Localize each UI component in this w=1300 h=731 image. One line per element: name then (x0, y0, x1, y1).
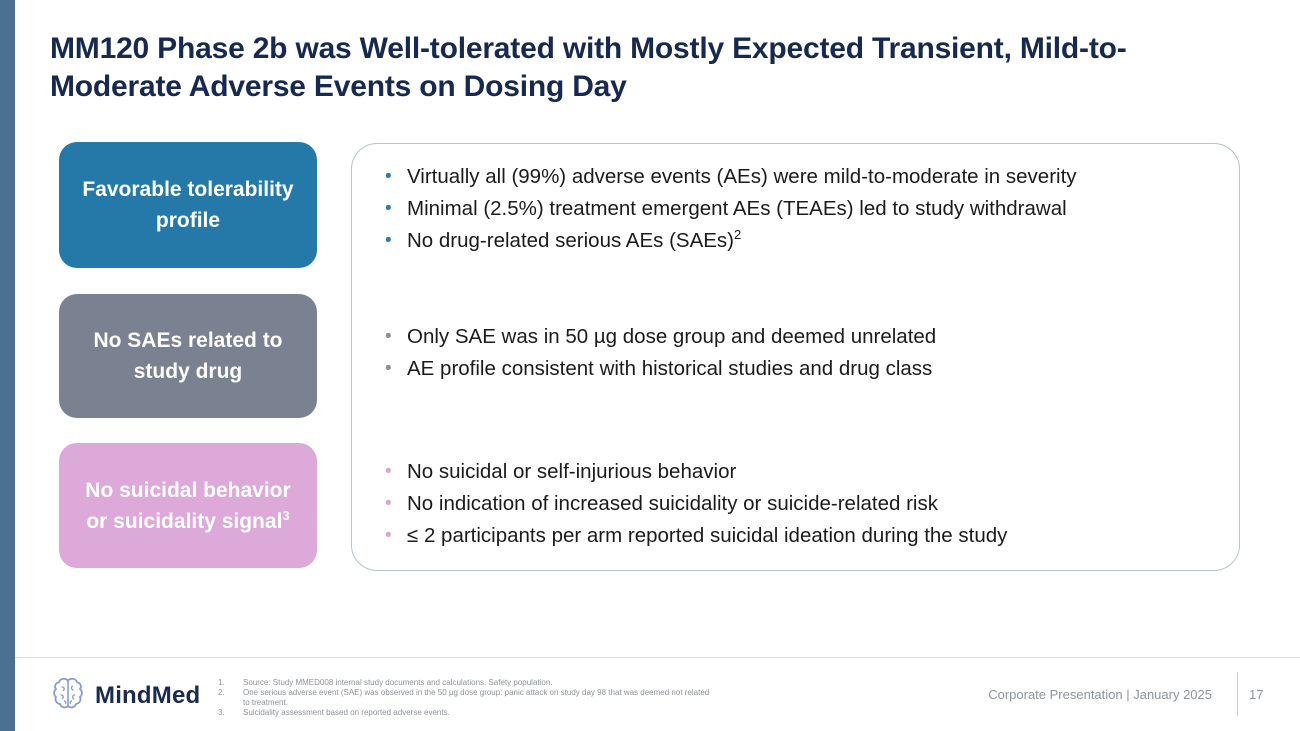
page-number-divider (1237, 672, 1238, 716)
bullet-item: AE profile consistent with historical st… (384, 353, 1215, 385)
bullet-sup: 2 (734, 227, 742, 243)
callout-label-sup: 3 (282, 507, 290, 523)
logo-wordmark: MindMed (95, 681, 201, 709)
footnote-number: 3. (218, 708, 225, 717)
bullet-text: Minimal (2.5%) treatment emergent AEs (T… (407, 197, 1067, 220)
bullet-group-suicidality: No suicidal or self-injurious behavior N… (384, 456, 1215, 552)
callout-label: No suicidal behavior or suicidality sign… (77, 475, 299, 537)
bullet-text: AE profile consistent with historical st… (407, 357, 933, 380)
callout-label: Favorable tolerability profile (77, 174, 299, 236)
bullet-text: No indication of increased suicidality o… (407, 492, 938, 515)
details-panel: Virtually all (99%) adverse events (AEs)… (351, 143, 1240, 571)
bullet-item: No drug-related serious AEs (SAEs)2 (384, 225, 1215, 257)
callout-label-text: No suicidal behavior or suicidality sign… (85, 478, 291, 533)
bullet-item: No suicidal or self-injurious behavior (384, 456, 1215, 488)
footnotes: 1. Source: Study MMED008 internal study … (218, 678, 718, 718)
bullet-item: ≤ 2 participants per arm reported suicid… (384, 520, 1215, 552)
bullet-item: Virtually all (99%) adverse events (AEs)… (384, 161, 1215, 193)
page-number: 17 (1249, 687, 1264, 702)
bullet-item: No indication of increased suicidality o… (384, 488, 1215, 520)
bullet-text: No suicidal or self-injurious behavior (407, 460, 737, 483)
footnote-text: Source: Study MMED008 internal study doc… (243, 678, 553, 687)
left-accent-bar (0, 0, 15, 731)
callout-no-saes: No SAEs related to study drug (59, 294, 317, 418)
callout-label-text: Favorable tolerability profile (82, 178, 294, 232)
footnote-number: 2. (218, 688, 225, 697)
callout-label: No SAEs related to study drug (77, 325, 299, 387)
slide-title: MM120 Phase 2b was Well-tolerated with M… (50, 32, 1127, 103)
footer-divider (15, 657, 1300, 658)
brain-icon (50, 675, 86, 716)
bullet-text: Virtually all (99%) adverse events (AEs)… (407, 165, 1077, 188)
bullet-text: Only SAE was in 50 µg dose group and dee… (407, 325, 937, 348)
bullet-text: No drug-related serious AEs (SAEs) (407, 229, 734, 252)
bullet-item: Minimal (2.5%) treatment emergent AEs (T… (384, 193, 1215, 225)
callout-no-suicidality: No suicidal behavior or suicidality sign… (59, 443, 317, 568)
footnote-text: One serious adverse event (SAE) was obse… (243, 688, 710, 707)
presentation-label: Corporate Presentation | January 2025 (988, 687, 1212, 702)
bullet-text: ≤ 2 participants per arm reported suicid… (407, 524, 1008, 547)
bullet-group-saes: Only SAE was in 50 µg dose group and dee… (384, 321, 1215, 385)
callout-favorable-tolerability: Favorable tolerability profile (59, 142, 317, 268)
footnote-text: Suicidality assessment based on reported… (243, 708, 450, 717)
bullet-item: Only SAE was in 50 µg dose group and dee… (384, 321, 1215, 353)
footnote-number: 1. (218, 678, 225, 687)
mindmed-logo: MindMed (50, 675, 200, 716)
bullet-group-tolerability: Virtually all (99%) adverse events (AEs)… (384, 161, 1215, 257)
callout-label-text: No SAEs related to study drug (93, 329, 283, 383)
